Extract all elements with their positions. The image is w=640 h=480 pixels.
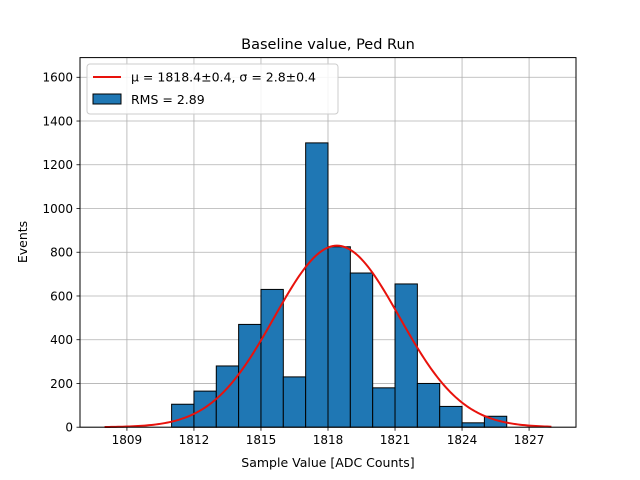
legend-histogram-label: RMS = 2.89 — [131, 92, 205, 107]
y-tick-label: 400 — [50, 333, 73, 347]
chart-title: Baseline value, Ped Run — [241, 37, 415, 53]
legend-fit-sigma: σ = 2.8±0.4 — [239, 70, 316, 85]
legend-fit-label: μ = 1818.4±0.4, σ = 2.8±0.4 — [131, 70, 316, 85]
legend: μ = 1818.4±0.4, σ = 2.8±0.4 RMS = 2.89 — [86, 63, 339, 115]
legend-histogram-swatch — [92, 93, 122, 105]
histogram-bar — [416, 382, 441, 428]
x-axis-ticks: 1809 1812 1815 1818 1821 1824 1827 — [112, 427, 545, 447]
y-tick-label: 1000 — [42, 202, 73, 216]
x-tick-label: 1812 — [179, 433, 210, 447]
x-tick-label: 1824 — [447, 433, 478, 447]
histogram-bar — [461, 422, 485, 428]
histogram-bar — [327, 246, 351, 428]
histogram-bar — [394, 283, 418, 428]
histogram-bar — [193, 390, 217, 428]
y-tick-label: 200 — [50, 377, 73, 391]
x-tick-label: 1818 — [313, 433, 344, 447]
x-tick-label: 1827 — [514, 433, 545, 447]
x-axis-label: Sample Value [ADC Counts] — [241, 455, 414, 470]
y-tick-label: 1400 — [42, 114, 73, 128]
y-tick-label: 0 — [65, 421, 73, 435]
histogram-bar — [349, 272, 374, 428]
legend-fit-mu: μ = 1818.4±0.4, — [131, 70, 239, 85]
x-tick-label: 1821 — [380, 433, 411, 447]
y-tick-label: 1200 — [42, 158, 73, 172]
histogram-bar — [238, 323, 262, 428]
y-axis-label: Events — [15, 221, 30, 263]
y-axis-ticks: 0 200 400 600 800 1000 1200 1400 1600 — [42, 71, 80, 435]
histogram-bar — [305, 142, 329, 428]
x-tick-label: 1809 — [112, 433, 143, 447]
histogram-bar — [282, 376, 307, 428]
histogram-bar — [372, 387, 396, 428]
x-tick-label: 1815 — [246, 433, 277, 447]
y-tick-label: 1600 — [42, 71, 73, 85]
histogram-bar — [260, 288, 284, 428]
y-tick-label: 600 — [50, 289, 73, 303]
legend-box — [86, 63, 339, 115]
gaussian-fit-curve — [104, 244, 552, 429]
histogram-bar — [439, 405, 463, 428]
y-tick-label: 800 — [50, 246, 73, 260]
